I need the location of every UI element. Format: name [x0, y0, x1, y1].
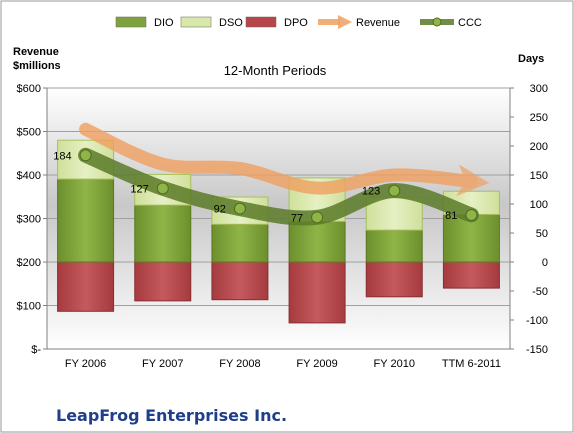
left-tick-label: $600: [17, 83, 41, 95]
ccc-point: [388, 184, 401, 197]
bar-dpo: [442, 261, 500, 289]
legend-label-ccc: CCC: [458, 17, 482, 29]
ccc-data-label: 81: [445, 210, 457, 222]
legend-label-dpo: DPO: [284, 17, 308, 29]
bar-dpo: [57, 261, 115, 312]
legend-swatch-dpo: [245, 16, 277, 28]
category-label: FY 2007: [142, 358, 183, 370]
chart-title: 12-Month Periods: [224, 63, 327, 78]
bar-dpo: [288, 261, 346, 324]
right-tick-label: 250: [530, 112, 548, 124]
category-label: TTM 6-2011: [442, 358, 501, 370]
ccc-data-label: 92: [214, 204, 226, 216]
revenue-layer: [79, 122, 490, 197]
left-tick-label: $-: [31, 344, 41, 356]
axes-layer: $- $100 $200 $300 $400 $500 $600 -150 -100 -50 0 50…: [17, 83, 548, 370]
bar-dpo: [365, 261, 423, 298]
revenue-line: [79, 122, 490, 197]
bar-dso: [365, 196, 423, 231]
left-tick-label: $100: [17, 301, 41, 313]
legend-arrow-head: [338, 15, 352, 29]
right-tick-label: -100: [526, 315, 548, 327]
legend-swatch-dso: [180, 16, 212, 28]
right-tick-label: -50: [532, 286, 548, 298]
left-tick-label: $300: [17, 214, 41, 226]
ccc-point: [79, 149, 92, 162]
category-label: FY 2009: [296, 358, 337, 370]
grid-layer: [47, 87, 510, 350]
right-axis-label: Days: [518, 53, 544, 65]
bar-dio: [211, 223, 269, 263]
left-axis-label-2: $millions: [13, 60, 61, 72]
bar-dio: [57, 178, 115, 263]
legend-ccc-marker: [432, 17, 442, 27]
left-tick-label: $200: [17, 257, 41, 269]
ccc-data-label: 77: [291, 212, 303, 224]
left-tick-label: $500: [17, 127, 41, 139]
bar-dpo: [134, 261, 192, 302]
ccc-data-label: 123: [362, 186, 380, 198]
ccc-point: [465, 209, 478, 222]
bar-dio: [365, 229, 423, 263]
right-tick-label: 0: [542, 257, 548, 269]
bar-dio: [134, 204, 192, 263]
ccc-line: [78, 147, 479, 226]
ccc-data-label: 184: [53, 150, 71, 162]
left-tick-label: $400: [17, 170, 41, 182]
ccc-point: [156, 182, 169, 195]
category-label: FY 2008: [219, 358, 260, 370]
ccc-point: [233, 202, 246, 215]
ccc-point: [311, 211, 324, 224]
ccc-data-label: 127: [130, 183, 148, 195]
legend-label-dio: DIO: [154, 17, 174, 29]
legend-layer: DIO DSO DPO Revenue CCC: [115, 15, 482, 29]
right-tick-label: 100: [530, 199, 548, 211]
bar-dio: [288, 220, 346, 263]
right-tick-label: 200: [530, 141, 548, 153]
legend-label-dso: DSO: [219, 17, 243, 29]
legend-swatch-dio: [115, 16, 147, 28]
right-tick-label: -150: [526, 344, 548, 356]
legend-label-revenue: Revenue: [356, 17, 400, 29]
bar-dpo: [211, 261, 269, 301]
right-tick-label: 50: [536, 228, 548, 240]
category-label: FY 2010: [374, 358, 415, 370]
ccc-layer: 184 127 92 77 123 81: [53, 147, 479, 226]
left-axis-label-1: Revenue: [13, 46, 59, 58]
right-tick-label: 150: [530, 170, 548, 182]
right-tick-label: 300: [530, 83, 548, 95]
company-title: LeapFrog Enterprises Inc.: [56, 406, 288, 425]
category-label: FY 2006: [65, 358, 106, 370]
